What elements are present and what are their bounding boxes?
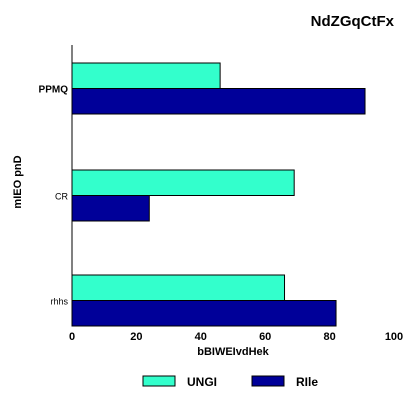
- x-tick-label: 60: [259, 331, 271, 343]
- legend-label-ungi: UNGI: [187, 375, 217, 389]
- bar-ungi-ppmq: [71, 62, 221, 89]
- x-tick-label: 40: [195, 331, 207, 343]
- category-label: PPMQ: [39, 85, 69, 96]
- x-tick-label: 0: [69, 331, 75, 343]
- x-tick-label: 20: [130, 331, 142, 343]
- x-axis-ticks: 0 20 40 60 80 100: [69, 331, 403, 343]
- y-axis-title: mIEO pnD: [12, 155, 24, 208]
- bar-ungi-cr: [71, 169, 295, 196]
- category-label: rhhs: [50, 297, 68, 307]
- legend: UNGI RIle: [142, 375, 318, 389]
- legend-label-rile: RIle: [296, 375, 318, 389]
- legend-swatch-ungi: [142, 375, 176, 387]
- x-axis-title: bBIWEIvdHek: [197, 346, 269, 358]
- x-tick-label: 80: [323, 331, 335, 343]
- y-axis-categories: PPMQ CR rhhs: [39, 85, 69, 307]
- chart-title: NdZGqCtFx: [311, 13, 395, 30]
- bar-rile-cr: [71, 195, 150, 222]
- bar-ungi-rhhs: [71, 274, 286, 301]
- bar-rile-ppmq: [71, 88, 366, 115]
- plot-area: [71, 62, 366, 327]
- category-label: CR: [55, 192, 68, 202]
- legend-swatch-rile: [251, 375, 285, 387]
- bar-rile-rhhs: [71, 300, 337, 327]
- x-tick-label: 100: [385, 331, 403, 343]
